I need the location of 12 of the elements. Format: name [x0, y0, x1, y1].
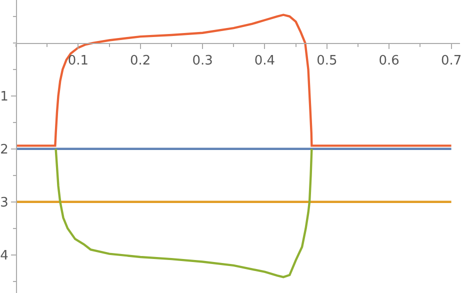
- x-tick-label: 0.1: [68, 54, 89, 69]
- x-tick-label: 0.3: [192, 54, 213, 69]
- x-tick-label: 0.6: [378, 54, 400, 69]
- x-tick-label: 0.4: [254, 54, 276, 69]
- y-tick-label: 3: [0, 195, 8, 210]
- line-series: [54, 148, 313, 278]
- x-tick-label: 0.2: [130, 54, 151, 69]
- y-tick-label: 4: [0, 248, 8, 264]
- x-tick-label: 0.7: [440, 54, 462, 69]
- y-tick-label: 2: [0, 142, 8, 158]
- y-tick-label: 1: [0, 89, 8, 104]
- x-tick-label: 0.5: [316, 54, 338, 69]
